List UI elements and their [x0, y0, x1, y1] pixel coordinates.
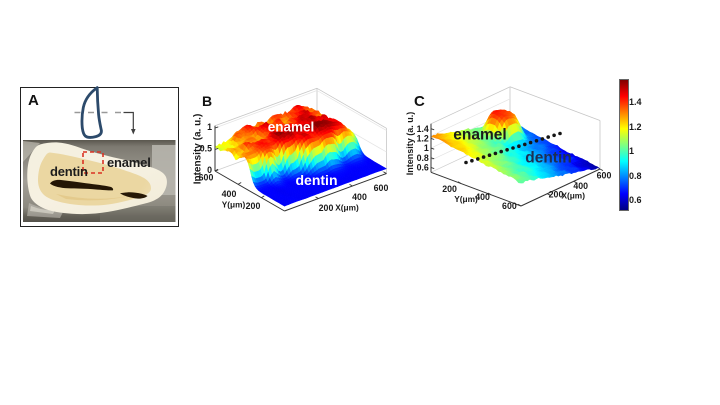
svg-text:600: 600 — [502, 201, 517, 211]
svg-text:enamel: enamel — [453, 127, 506, 144]
svg-text:X(μm): X(μm) — [561, 191, 585, 201]
svg-text:1.4: 1.4 — [417, 124, 429, 134]
svg-text:dentin: dentin — [525, 150, 572, 167]
svg-text:400: 400 — [573, 181, 588, 191]
svg-text:1: 1 — [424, 143, 429, 153]
svg-text:Y(μm): Y(μm) — [454, 194, 478, 204]
svg-text:600: 600 — [597, 171, 612, 181]
svg-text:Intensity (a. u.): Intensity (a. u.) — [405, 112, 415, 176]
svg-text:200: 200 — [442, 184, 457, 194]
svg-text:0.8: 0.8 — [417, 153, 429, 163]
svg-text:0.6: 0.6 — [417, 163, 429, 173]
svg-text:1.2: 1.2 — [417, 134, 429, 144]
